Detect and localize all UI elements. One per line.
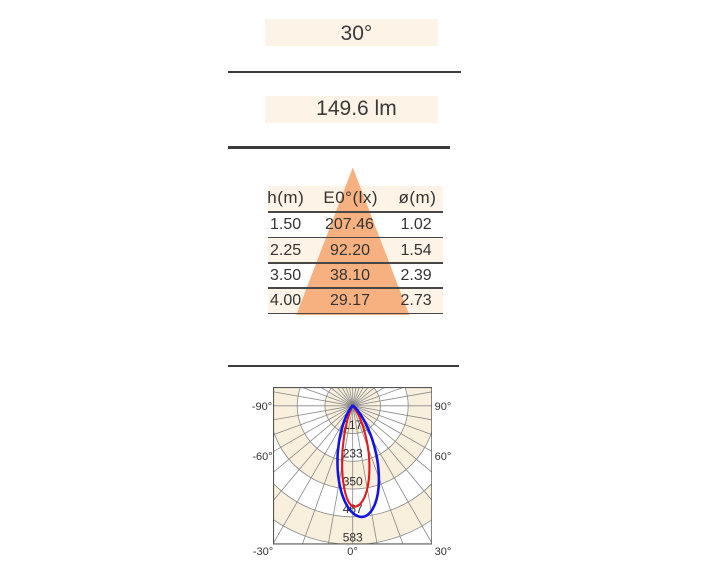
svg-text:233: 233 xyxy=(343,447,363,461)
svg-text:583: 583 xyxy=(343,530,363,544)
svg-text:350: 350 xyxy=(343,474,363,488)
